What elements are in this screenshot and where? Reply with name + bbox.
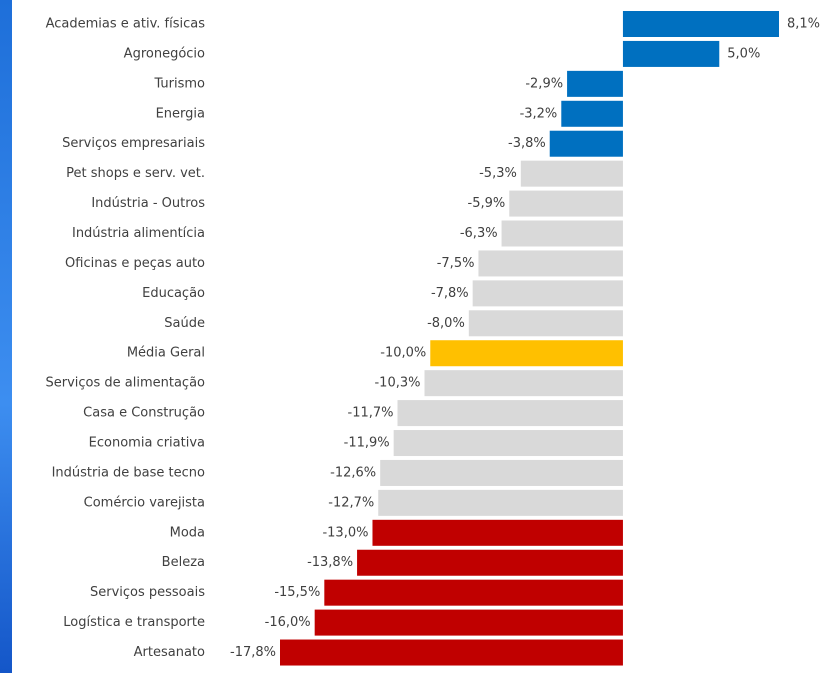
value-label: -3,8% — [508, 136, 546, 151]
value-label: 5,0% — [727, 46, 760, 61]
bar — [372, 519, 623, 546]
value-label: -7,8% — [431, 286, 469, 301]
value-label: -2,9% — [525, 76, 563, 91]
value-label: -11,7% — [348, 406, 394, 421]
category-label: Energia — [156, 106, 205, 121]
value-label: -11,9% — [344, 436, 390, 451]
bar — [324, 579, 623, 606]
category-label: Indústria de base tecno — [52, 465, 205, 480]
value-label: -10,0% — [380, 346, 426, 361]
category-label: Indústria - Outros — [91, 196, 205, 211]
value-label: -13,8% — [307, 555, 353, 570]
category-label: Comércio varejista — [84, 495, 205, 510]
value-label: 8,1% — [787, 17, 820, 32]
bar — [472, 280, 623, 307]
bar — [561, 100, 623, 127]
bar — [501, 220, 623, 247]
value-label: -8,0% — [427, 316, 465, 331]
side-strip — [0, 0, 12, 673]
value-label: -15,5% — [274, 585, 320, 600]
bar — [622, 40, 720, 67]
category-label: Logística e transporte — [63, 615, 205, 630]
bar — [478, 250, 623, 277]
bar — [567, 70, 623, 97]
bar — [397, 400, 623, 427]
category-label: Oficinas e peças auto — [65, 256, 205, 271]
value-label: -7,5% — [437, 256, 475, 271]
category-label: Academias e ativ. físicas — [46, 17, 206, 32]
value-label: -5,3% — [479, 166, 517, 181]
category-label: Agronegócio — [124, 46, 205, 61]
category-label: Moda — [170, 525, 205, 540]
category-label: Serviços pessoais — [90, 585, 205, 600]
category-label: Pet shops e serv. vet. — [66, 166, 205, 181]
value-label: -5,9% — [468, 196, 506, 211]
category-label: Turismo — [153, 76, 205, 91]
category-label: Saúde — [164, 316, 205, 331]
bar — [509, 190, 623, 217]
bar — [430, 340, 623, 367]
value-label: -3,2% — [520, 106, 558, 121]
bar — [314, 609, 623, 636]
category-label: Beleza — [162, 555, 205, 570]
bar — [393, 430, 623, 457]
value-label: -10,3% — [374, 376, 420, 391]
bar — [357, 549, 623, 576]
bar — [424, 370, 623, 397]
value-label: -12,6% — [330, 465, 376, 480]
bar — [622, 11, 779, 37]
bar — [520, 160, 623, 187]
category-label: Economia criativa — [89, 436, 205, 451]
category-label: Serviços empresariais — [62, 136, 205, 151]
value-label: -17,8% — [230, 645, 276, 660]
category-label: Serviços de alimentação — [45, 376, 205, 391]
category-label: Educação — [142, 286, 205, 301]
bar — [280, 639, 623, 666]
bar — [549, 130, 623, 157]
value-label: -13,0% — [322, 525, 368, 540]
value-label: -12,7% — [328, 495, 374, 510]
category-label: Casa e Construção — [83, 406, 205, 421]
value-label: -16,0% — [265, 615, 311, 630]
category-label: Artesanato — [134, 645, 205, 660]
bar — [378, 489, 623, 516]
value-label: -6,3% — [460, 226, 498, 241]
bar — [468, 310, 623, 337]
category-label: Média Geral — [127, 346, 205, 361]
bar — [380, 459, 623, 486]
category-label: Indústria alimentícia — [72, 226, 205, 241]
